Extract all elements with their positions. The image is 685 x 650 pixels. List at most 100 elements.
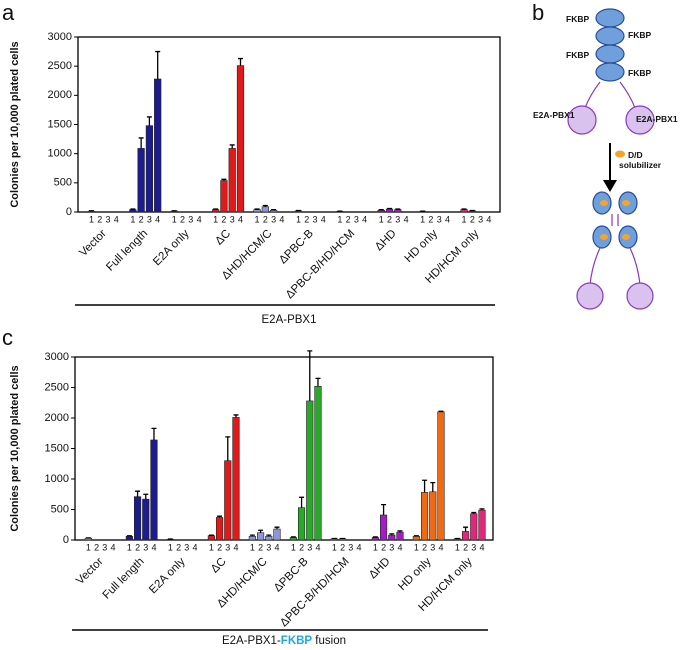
series-number: 3 (471, 542, 476, 552)
x-tick-label: HD only (396, 555, 434, 593)
bar (289, 537, 297, 541)
x-tick-label: E2A only (147, 555, 188, 596)
series-number: 4 (438, 542, 443, 552)
bar (420, 492, 429, 541)
error-bar (225, 436, 231, 461)
series-number: 4 (155, 214, 160, 224)
bar (236, 65, 245, 213)
fkbp-label: FKBP (566, 50, 589, 60)
bar (314, 385, 322, 541)
series-number: 2 (387, 214, 392, 224)
series-number: 3 (430, 542, 435, 552)
bar (150, 439, 158, 541)
series-number: 4 (445, 214, 450, 224)
x-tick-label: ΔHD (367, 556, 393, 582)
series-number: 1 (250, 542, 255, 552)
error-bar (461, 208, 467, 210)
bar (412, 536, 420, 541)
series-number: 4 (192, 542, 197, 552)
series-number: 4 (479, 542, 484, 552)
error-bar (372, 536, 378, 538)
y-tick-label: 2000 (45, 412, 69, 424)
panel-label: c (2, 325, 13, 350)
bar (207, 535, 215, 541)
bar (394, 209, 402, 213)
x-tick-label: E2A only (151, 227, 192, 268)
error-bar (471, 511, 477, 514)
series-number: 1 (379, 214, 384, 224)
y-tick-label: 0 (66, 206, 72, 218)
bar (137, 148, 145, 213)
error-bar (397, 530, 403, 533)
series-number: 4 (197, 214, 202, 224)
x-tick-label: ΔC (209, 556, 229, 576)
panel-label: a (2, 0, 15, 25)
x-axis-label-part: E2A-PBX1- (222, 635, 281, 647)
y-tick-label: 500 (51, 503, 69, 515)
bar (265, 536, 273, 541)
error-bar (221, 178, 227, 181)
y-tick-label: 1500 (48, 118, 72, 130)
error-bar (249, 534, 255, 537)
error-bar (208, 534, 214, 536)
series-number: 3 (307, 542, 312, 552)
y-tick-label: 2500 (45, 381, 69, 393)
series-number: 2 (304, 214, 309, 224)
error-bar (266, 534, 272, 537)
series-number: 3 (188, 214, 193, 224)
bar (125, 536, 133, 541)
x-tick-label: Vector (77, 228, 109, 260)
fkbp-label: FKBP (628, 68, 651, 78)
error-bar (143, 493, 149, 500)
series-number: 1 (332, 542, 337, 552)
bar (248, 536, 256, 541)
series-number: 2 (428, 214, 433, 224)
series-number: 2 (139, 214, 144, 224)
series-number: 3 (184, 542, 189, 552)
error-bar (315, 377, 321, 387)
bar (371, 537, 379, 541)
error-bar (229, 144, 235, 149)
series-number: 3 (106, 214, 111, 224)
x-tick-label: ΔPBC-B/HD/HCM (284, 228, 358, 302)
series-number: 4 (238, 214, 243, 224)
y-axis-label: Colonies per 10,000 plated cells (9, 41, 21, 207)
error-bar (307, 350, 313, 401)
bar (297, 507, 306, 541)
series-number: 4 (274, 542, 279, 552)
series-number: 3 (437, 214, 442, 224)
error-bar (422, 479, 428, 493)
series-number: 1 (373, 542, 378, 552)
x-tick-label: Full length (104, 228, 150, 274)
fkbp-label: FKBP (628, 30, 651, 40)
bar (220, 180, 228, 213)
error-bar (378, 209, 384, 211)
error-bar (274, 526, 280, 530)
series-number: 2 (340, 542, 345, 552)
x-tick-label: ΔPBC-B (277, 227, 316, 266)
series-number: 1 (86, 542, 91, 552)
error-bar (146, 116, 152, 126)
series-number: 1 (337, 214, 342, 224)
bar (388, 534, 396, 541)
x-axis-label-part: fusion (312, 635, 346, 647)
error-bar (130, 208, 136, 210)
series-number: 1 (420, 214, 425, 224)
error-bar (151, 427, 157, 440)
series-number: 2 (263, 214, 268, 224)
series-number: 2 (381, 542, 386, 552)
series-number: 3 (266, 542, 271, 552)
series-number: 2 (97, 214, 102, 224)
series-number: 2 (221, 214, 226, 224)
error-bar (381, 503, 387, 515)
series-number: 1 (127, 542, 132, 552)
error-bar (135, 490, 141, 497)
y-tick-label: 500 (54, 177, 72, 189)
reagent-label: solubilizer (619, 160, 662, 170)
bar (261, 206, 269, 213)
bar (212, 209, 220, 213)
series-number: 3 (143, 542, 148, 552)
series-number: 2 (180, 214, 185, 224)
error-bar (290, 536, 296, 538)
